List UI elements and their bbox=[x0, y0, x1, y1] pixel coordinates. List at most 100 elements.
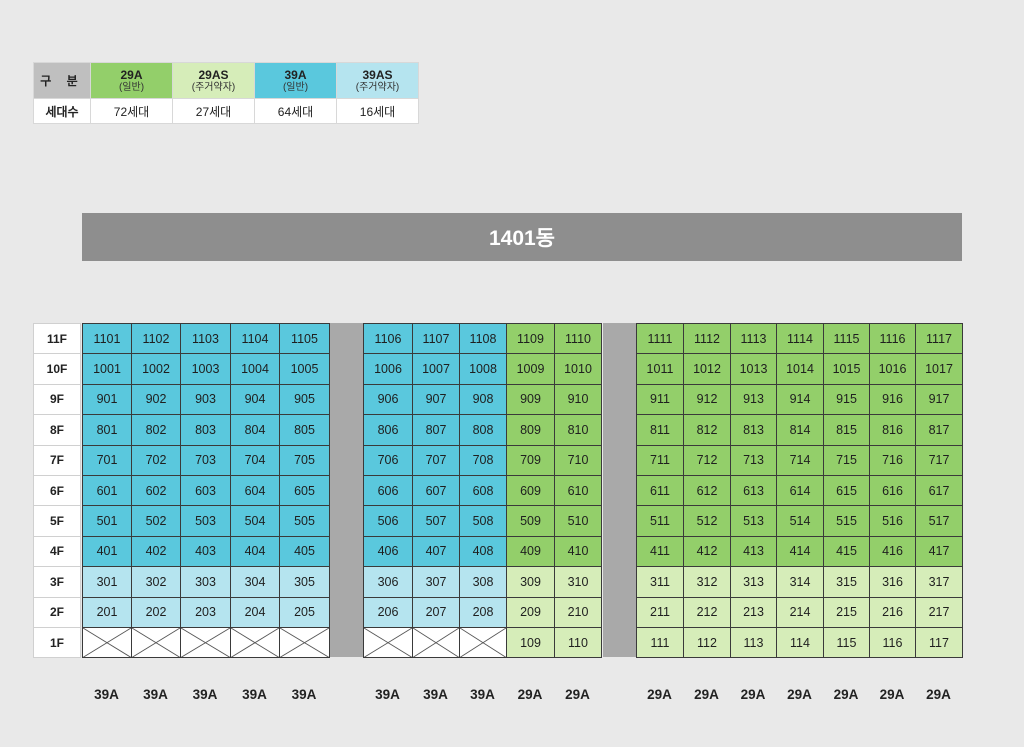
legend-type-code: 39A bbox=[284, 67, 307, 82]
legend-type-sub: (주거약자) bbox=[191, 81, 236, 93]
unit-cell: 403 bbox=[180, 535, 231, 568]
unit-cell: 603 bbox=[180, 475, 231, 507]
unit-cell: 804 bbox=[230, 414, 280, 446]
unit-cell: 810 bbox=[554, 414, 602, 446]
unit-cell: 210 bbox=[554, 596, 602, 628]
unit-cell: 1003 bbox=[180, 353, 231, 385]
floor-label: 9F bbox=[33, 383, 81, 416]
unit-cell: 406 bbox=[363, 535, 413, 568]
unit-cell: 815 bbox=[823, 414, 870, 446]
unit-cell: 410 bbox=[554, 535, 602, 568]
unit-cell: 806 bbox=[363, 414, 413, 446]
unit-cell: 1101 bbox=[82, 323, 132, 355]
empty-unit-cross bbox=[412, 627, 460, 659]
unit-cell: 711 bbox=[636, 444, 684, 476]
unit-cell: 709 bbox=[506, 444, 555, 476]
unit-cell: 716 bbox=[869, 444, 916, 476]
floor-label: 5F bbox=[33, 505, 81, 537]
legend-count-39as: 16세대 bbox=[336, 98, 419, 124]
empty-unit-cross bbox=[131, 627, 181, 659]
unit-cell: 214 bbox=[776, 596, 824, 628]
unit-cell: 301 bbox=[82, 566, 132, 598]
unit-cell: 511 bbox=[636, 505, 684, 537]
unit-cell: 610 bbox=[554, 475, 602, 507]
unit-cell: 710 bbox=[554, 444, 602, 476]
unit-cell: 405 bbox=[279, 535, 330, 568]
unit-cell: 112 bbox=[683, 627, 731, 659]
empty-unit-cross bbox=[279, 627, 330, 659]
column-type-label: 29A bbox=[740, 686, 766, 702]
unit-cell: 714 bbox=[776, 444, 824, 476]
unit-cell: 607 bbox=[412, 475, 460, 507]
unit-cell: 304 bbox=[230, 566, 280, 598]
unit-cell: 1009 bbox=[506, 353, 555, 385]
unit-cell: 904 bbox=[230, 383, 280, 416]
column-type-label: 39A bbox=[291, 686, 317, 702]
unit-cell: 707 bbox=[412, 444, 460, 476]
unit-cell: 117 bbox=[915, 627, 963, 659]
unit-cell: 401 bbox=[82, 535, 132, 568]
unit-cell: 615 bbox=[823, 475, 870, 507]
unit-cell: 609 bbox=[506, 475, 555, 507]
unit-cell: 315 bbox=[823, 566, 870, 598]
unit-cell: 111 bbox=[636, 627, 684, 659]
unit-cell: 916 bbox=[869, 383, 916, 416]
unit-cell: 701 bbox=[82, 444, 132, 476]
unit-cell: 702 bbox=[131, 444, 181, 476]
legend-count-29as: 27세대 bbox=[172, 98, 255, 124]
unit-cell: 402 bbox=[131, 535, 181, 568]
building-core-block bbox=[603, 323, 636, 658]
building-name: 1401동 bbox=[488, 227, 556, 250]
unit-cell: 509 bbox=[506, 505, 555, 537]
legend-type-29as: 29AS (주거약자) bbox=[172, 62, 255, 99]
unit-cell: 206 bbox=[363, 596, 413, 628]
unit-cell: 1013 bbox=[730, 353, 777, 385]
unit-cell: 910 bbox=[554, 383, 602, 416]
unit-cell: 413 bbox=[730, 535, 777, 568]
unit-cell: 805 bbox=[279, 414, 330, 446]
floor-label: 6F bbox=[33, 475, 81, 507]
unit-cell: 513 bbox=[730, 505, 777, 537]
column-type-label: 29A bbox=[879, 686, 905, 702]
unit-cell: 1103 bbox=[180, 323, 231, 355]
unit-cell: 717 bbox=[915, 444, 963, 476]
unit-cell: 309 bbox=[506, 566, 555, 598]
unit-cell: 915 bbox=[823, 383, 870, 416]
unit-cell: 1109 bbox=[506, 323, 555, 355]
column-type-label: 29A bbox=[787, 686, 812, 702]
legend-type-39as: 39AS (주거약자) bbox=[336, 62, 419, 99]
legend-type-code: 29A bbox=[120, 67, 143, 82]
unit-cell: 217 bbox=[915, 596, 963, 628]
column-type-label: 29A bbox=[694, 686, 719, 702]
unit-cell: 407 bbox=[412, 535, 460, 568]
unit-cell: 209 bbox=[506, 596, 555, 628]
unit-cell: 1112 bbox=[683, 323, 731, 355]
unit-cell: 109 bbox=[506, 627, 555, 659]
column-type-label: 39A bbox=[94, 686, 119, 702]
column-type-label: 39A bbox=[375, 686, 400, 702]
unit-cell: 205 bbox=[279, 596, 330, 628]
unit-cell: 213 bbox=[730, 596, 777, 628]
unit-cell: 1114 bbox=[776, 323, 824, 355]
floor-label: 8F bbox=[33, 414, 81, 446]
column-type-label: 29A bbox=[926, 686, 951, 702]
unit-cell: 1005 bbox=[279, 353, 330, 385]
unit-cell: 409 bbox=[506, 535, 555, 568]
building-name-bar: 1401동 bbox=[82, 213, 962, 261]
unit-cell: 508 bbox=[459, 505, 507, 537]
unit-cell: 1105 bbox=[279, 323, 330, 355]
unit-cell: 501 bbox=[82, 505, 132, 537]
unit-cell: 216 bbox=[869, 596, 916, 628]
unit-cell: 1008 bbox=[459, 353, 507, 385]
unit-cell: 503 bbox=[180, 505, 231, 537]
empty-unit-cross bbox=[82, 627, 132, 659]
unit-cell: 506 bbox=[363, 505, 413, 537]
empty-unit-cross bbox=[230, 627, 280, 659]
legend-row-label: 세대수 bbox=[33, 98, 91, 124]
unit-cell: 1004 bbox=[230, 353, 280, 385]
unit-cell: 502 bbox=[131, 505, 181, 537]
unit-cell: 1017 bbox=[915, 353, 963, 385]
unit-cell: 712 bbox=[683, 444, 731, 476]
floor-label: 1F bbox=[33, 627, 81, 659]
unit-cell: 1007 bbox=[412, 353, 460, 385]
